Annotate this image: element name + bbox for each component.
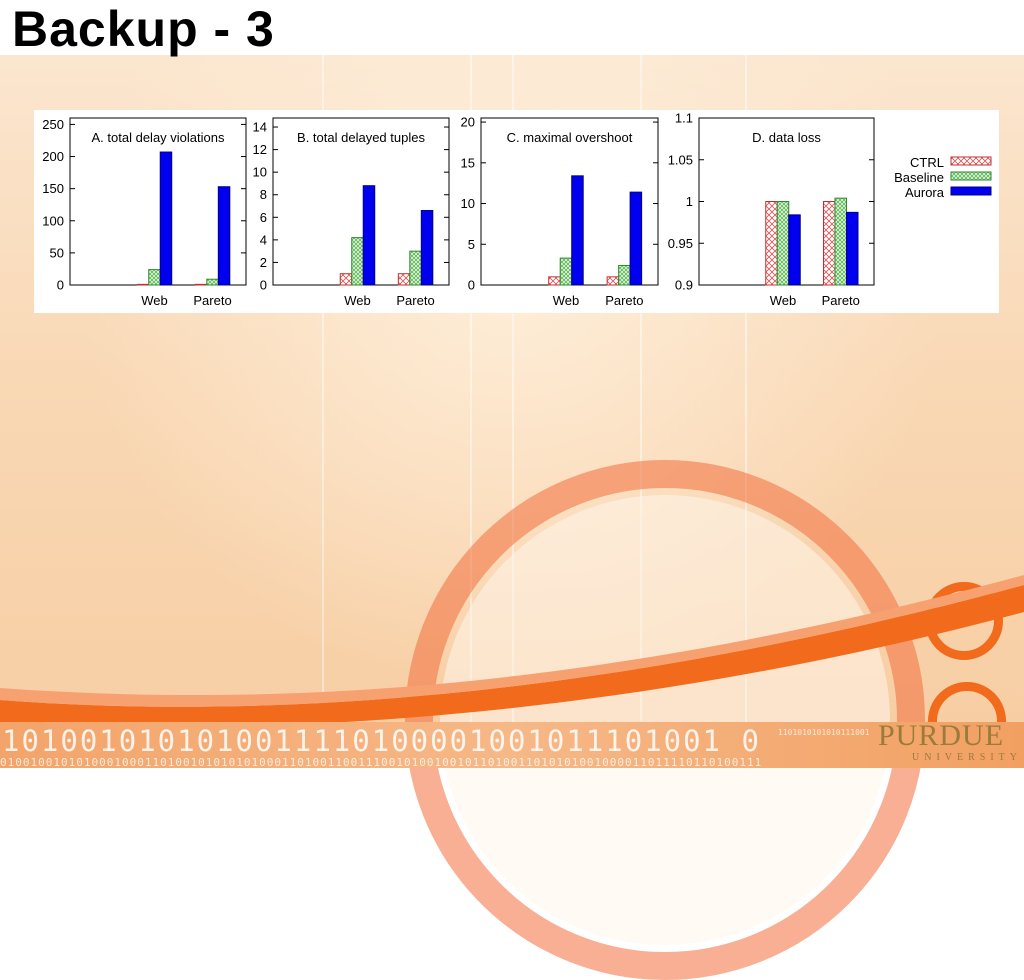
x-tick-label: Pareto: [822, 293, 860, 308]
x-tick-label: Pareto: [396, 293, 434, 308]
bar-aurora: [788, 214, 801, 286]
bar-ctrl: [339, 273, 353, 286]
chart-figure: 0 50 100 150 200 250 A. total delay violations…: [34, 110, 999, 313]
y-tick-label: 1.1: [675, 111, 693, 126]
y-tick-label: 12: [253, 142, 267, 157]
binary-text-small: 0100100101010001000110100101010101000110…: [0, 756, 763, 768]
y-tick-label: 0.95: [668, 236, 693, 251]
y-tick-label: 4: [260, 232, 267, 247]
plot-frame: [480, 117, 659, 286]
x-tick-label: Web: [770, 293, 797, 308]
bar-aurora: [362, 185, 376, 286]
purdue-logo: PURDUE UNIVERSITY: [878, 720, 1018, 768]
plot-frame: [69, 117, 247, 286]
chart-title: D. data loss: [752, 130, 821, 145]
bar-baseline: [834, 197, 847, 286]
legend-label: Baseline: [894, 170, 944, 185]
y-tick-label: 100: [42, 213, 64, 228]
bar-aurora: [629, 191, 643, 286]
y-tick-label: 1: [686, 194, 693, 209]
legend-swatch-baseline: [950, 171, 992, 181]
bar-ctrl: [606, 276, 620, 286]
logo-subtext: UNIVERSITY: [912, 752, 1022, 763]
y-tick-label: 0: [57, 278, 64, 293]
bar-ctrl: [194, 283, 208, 286]
bar-baseline: [351, 237, 364, 286]
bar-ctrl: [548, 276, 561, 286]
bar-aurora: [159, 151, 173, 286]
x-tick-label: Pareto: [605, 293, 643, 308]
slide-title: Backup - 3: [12, 1, 275, 57]
y-tick-label: 5: [468, 237, 475, 252]
legend-swatch-aurora: [950, 186, 992, 196]
background-stripe: [470, 55, 472, 768]
background-stripe: [512, 55, 514, 768]
x-tick-label: Web: [141, 293, 168, 308]
bar-ctrl: [765, 201, 778, 286]
binary-text: 1010010101010011110100001001011101001 0: [2, 724, 761, 758]
y-tick-label: 250: [42, 117, 64, 132]
y-tick-label: 50: [50, 245, 64, 260]
binary-footer: 1010010101010011110100001001011101001 0 …: [0, 722, 1024, 768]
y-tick-label: 0.9: [675, 278, 693, 293]
y-tick-label: 15: [461, 155, 475, 170]
bar-baseline: [776, 201, 790, 286]
bar-baseline: [559, 257, 573, 286]
chart-title: C. maximal overshoot: [507, 130, 633, 145]
background-stripe: [745, 55, 747, 768]
y-tick-label: 10: [461, 196, 475, 211]
x-tick-label: Web: [553, 293, 580, 308]
background-stripe: [322, 55, 324, 768]
y-tick-label: 0: [260, 278, 267, 293]
bar-ctrl: [823, 201, 836, 286]
y-tick-label: 0: [468, 278, 475, 293]
logo-word: PURDUE: [878, 719, 1005, 752]
x-tick-label: Pareto: [193, 293, 231, 308]
chart-title: A. total delay violations: [92, 130, 225, 145]
x-tick-label: Web: [344, 293, 371, 308]
bar-ctrl: [136, 283, 150, 286]
y-tick-label: 2: [260, 255, 267, 270]
chart-title: B. total delayed tuples: [297, 130, 425, 145]
bar-ctrl: [397, 273, 411, 286]
bar-baseline: [148, 269, 161, 286]
y-tick-label: 6: [260, 210, 267, 225]
orange-swoosh: [0, 575, 1024, 728]
background-stripe: [640, 55, 642, 768]
y-tick-label: 10: [253, 165, 267, 180]
y-tick-label: 8: [260, 187, 267, 202]
y-tick-label: 1.05: [668, 152, 693, 167]
y-tick-label: 20: [461, 115, 475, 130]
legend-label: CTRL: [910, 155, 944, 170]
y-tick-label: 150: [42, 181, 64, 196]
bar-baseline: [618, 264, 631, 286]
y-tick-label: 200: [42, 149, 64, 164]
bar-baseline: [409, 250, 422, 286]
binary-text-tiny: 1101010101010111001: [778, 728, 870, 737]
bar-baseline: [206, 278, 219, 286]
y-tick-label: 14: [253, 120, 267, 135]
bar-aurora: [217, 186, 231, 286]
bar-aurora: [571, 175, 584, 286]
legend-label: Aurora: [905, 185, 945, 200]
bar-aurora: [846, 211, 859, 286]
legend-swatch-ctrl: [950, 156, 992, 166]
bar-aurora: [420, 210, 434, 286]
